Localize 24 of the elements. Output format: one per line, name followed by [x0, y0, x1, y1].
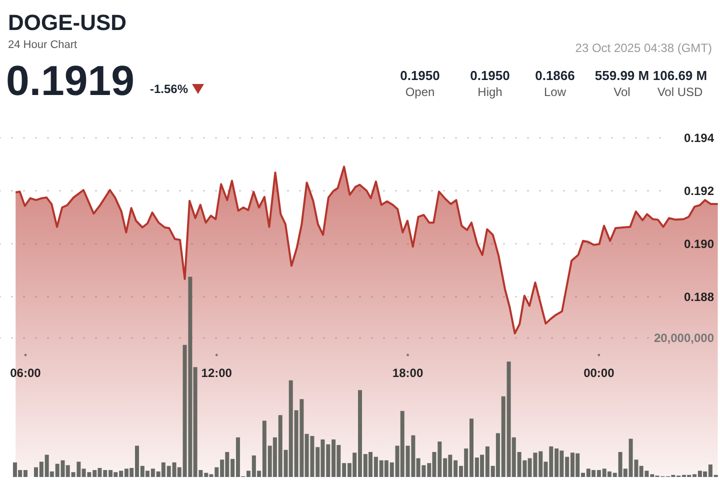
x-tick-label: 00:00 — [584, 366, 615, 380]
text: 24 Hour Chart — [8, 39, 78, 51]
annotation: 0.1866 — [535, 68, 575, 83]
annotation: Vol — [614, 85, 630, 99]
text: DOGE-USD — [8, 10, 127, 35]
annotation: 0.1950 — [470, 68, 510, 83]
x-tick-label: 18:00 — [392, 366, 424, 380]
y-tick-label: 0.192 — [684, 184, 714, 198]
annotation: High — [478, 85, 502, 99]
y-tick-label: 0.194 — [684, 131, 714, 145]
annotation: 106.69 M — [652, 68, 708, 83]
y-tick-label: 0.190 — [684, 237, 714, 251]
annotation: 559.99 M — [594, 68, 650, 83]
annotation: 0.1950 — [400, 68, 440, 83]
annotation: Open — [405, 85, 435, 99]
annotation: -1.56% — [150, 82, 188, 96]
y2-tick-label: 20,000,000 — [654, 331, 714, 346]
x-tick-label: 12:00 — [201, 366, 232, 380]
annotation: 23 Oct 2025 04:38 (GMT) — [575, 41, 712, 55]
x-tick-label: 06:00 — [10, 366, 42, 380]
annotation: 0.1919 — [6, 57, 134, 104]
annotation: Low — [544, 85, 566, 99]
y-tick-label: 0.188 — [684, 290, 714, 304]
annotation: Vol USD — [657, 85, 704, 99]
